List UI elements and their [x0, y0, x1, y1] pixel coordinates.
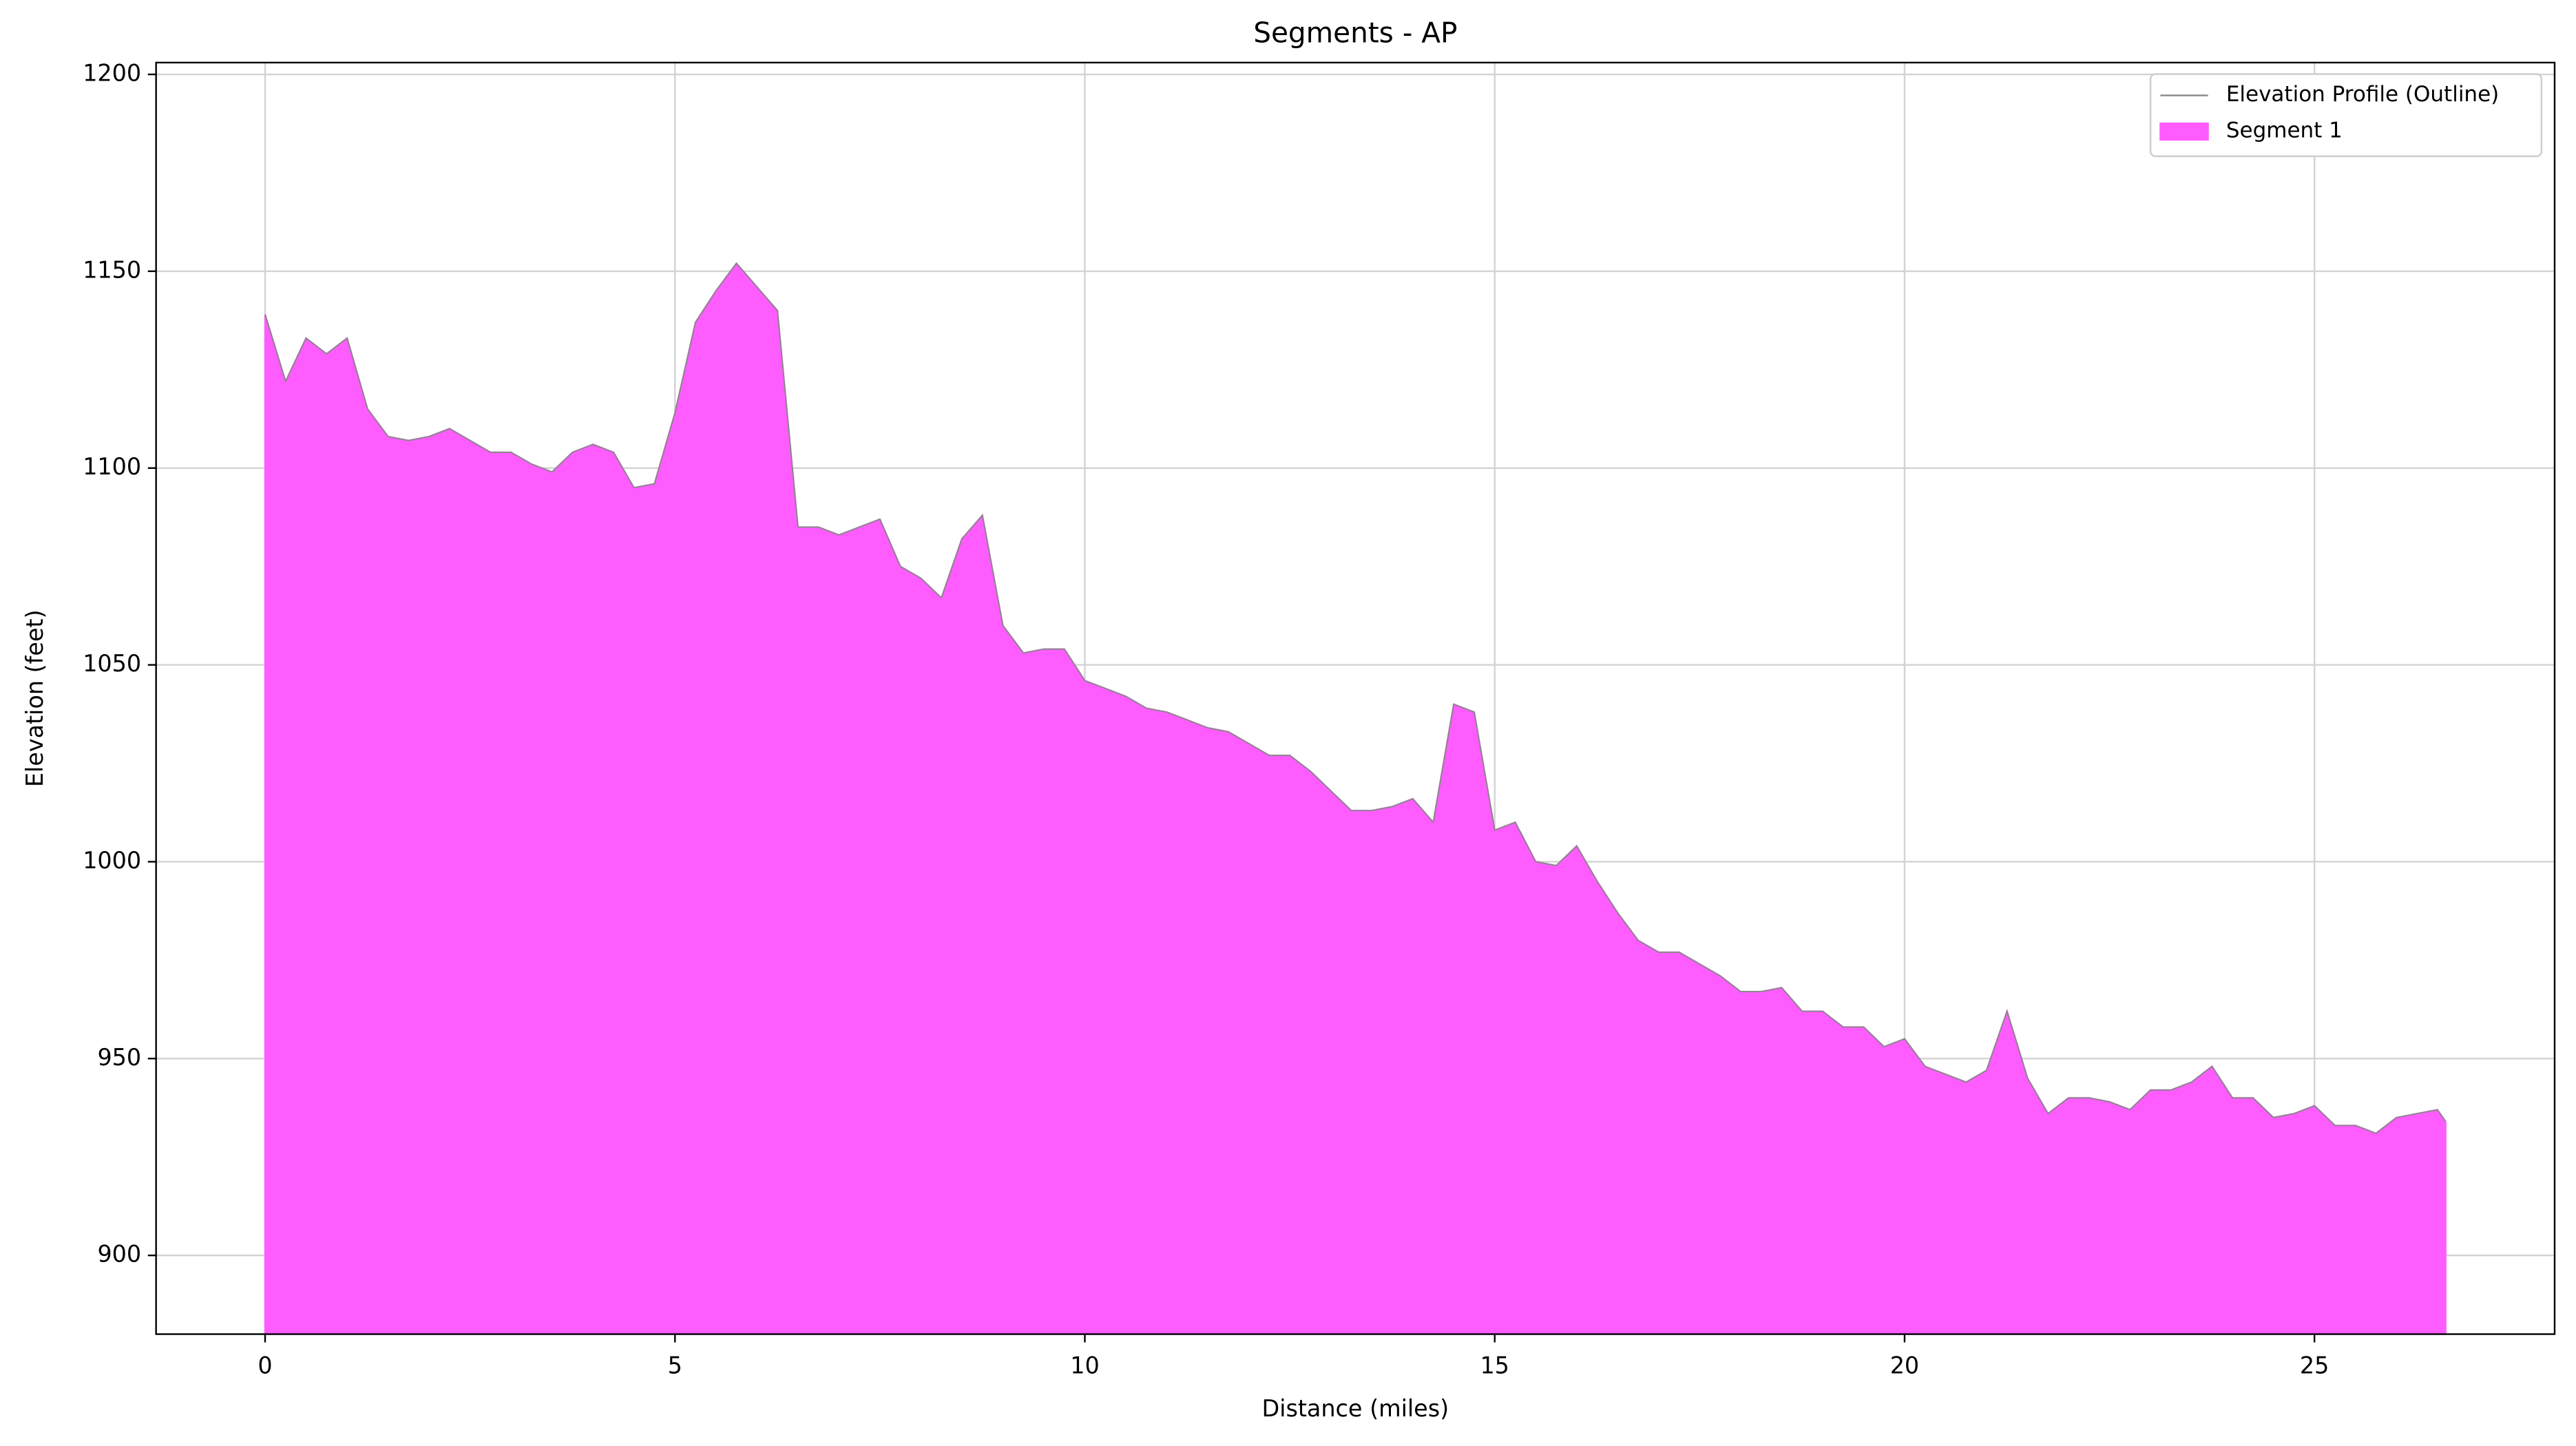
y-axis-label: Elevation (feet) [21, 609, 48, 787]
y-tick-label: 1200 [83, 60, 141, 87]
x-tick-label: 15 [1480, 1352, 1509, 1379]
x-tick-label: 10 [1070, 1352, 1100, 1379]
y-tick-label: 1050 [83, 650, 141, 677]
plot-frame [155, 61, 2556, 1335]
y-tick-label: 1000 [83, 847, 141, 874]
line [264, 262, 2447, 1135]
legend-swatch [2159, 122, 2209, 141]
y-tick-label: 1100 [83, 453, 141, 480]
x-tick-label: 25 [2300, 1352, 2329, 1379]
x-axis-label: Distance (miles) [1261, 1395, 1449, 1422]
legend-box [2149, 73, 2543, 158]
y-tick-label: 900 [97, 1241, 141, 1268]
legend-label: Segment 1 [2226, 118, 2343, 143]
chart-title: Segments - AP [1253, 16, 1457, 49]
y-tick-label: 950 [97, 1044, 141, 1071]
x-tick-label: 5 [668, 1352, 682, 1379]
legend-label: Elevation Profile (Outline) [2226, 82, 2499, 107]
y-tick-label: 1150 [83, 256, 141, 283]
area [264, 262, 2447, 1335]
x-tick-label: 20 [1890, 1352, 1920, 1379]
x-tick-label: 0 [258, 1352, 272, 1379]
